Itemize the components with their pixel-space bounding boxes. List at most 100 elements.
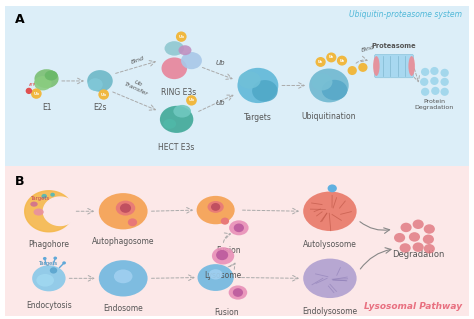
Text: Lysosome: Lysosome [204,271,242,280]
Text: Targets: Targets [31,196,50,201]
Text: Bind: Bind [131,56,146,65]
Circle shape [41,194,47,199]
Text: Ub: Ub [339,59,345,63]
Circle shape [431,87,439,95]
Text: Protein
Degradation: Protein Degradation [415,99,454,110]
Text: Lysosomal Pathway: Lysosomal Pathway [364,302,462,311]
Circle shape [412,242,424,252]
Ellipse shape [114,270,132,283]
Circle shape [421,88,429,96]
Ellipse shape [160,106,193,133]
Circle shape [233,288,243,297]
Circle shape [216,250,228,260]
Circle shape [326,52,337,63]
Ellipse shape [228,286,247,300]
Ellipse shape [322,80,347,100]
Ellipse shape [303,191,356,231]
Ellipse shape [116,201,135,216]
Circle shape [221,218,229,225]
Circle shape [120,204,131,213]
Circle shape [423,234,434,244]
Text: Ub
Transfer: Ub Transfer [123,76,151,97]
Text: HECT E3s: HECT E3s [158,143,195,152]
Circle shape [328,184,337,192]
FancyBboxPatch shape [1,164,472,319]
Ellipse shape [212,247,234,264]
Circle shape [176,32,187,42]
Circle shape [128,218,137,226]
Ellipse shape [99,193,147,229]
Text: Ubiquitination: Ubiquitination [302,112,356,121]
Circle shape [234,224,244,232]
Circle shape [43,257,46,260]
Text: Autolysosome: Autolysosome [303,240,357,249]
Ellipse shape [34,76,52,91]
Ellipse shape [34,209,44,216]
Text: Endocytosis: Endocytosis [26,301,72,310]
Text: Ubiquitin-proteasome system: Ubiquitin-proteasome system [349,10,462,19]
Ellipse shape [409,56,415,76]
Ellipse shape [30,202,38,207]
Ellipse shape [373,56,380,76]
Text: Autophagosome: Autophagosome [92,237,155,246]
Circle shape [440,69,449,77]
Ellipse shape [45,70,58,80]
Circle shape [50,193,55,197]
Ellipse shape [303,259,356,298]
Ellipse shape [179,45,191,55]
Text: Ub: Ub [329,56,334,59]
Circle shape [26,88,32,94]
Circle shape [62,261,66,264]
Circle shape [400,243,411,253]
Text: Ub: Ub [216,100,226,106]
Ellipse shape [252,80,278,102]
Ellipse shape [309,69,349,102]
Ellipse shape [35,69,59,88]
Ellipse shape [32,265,65,291]
Text: RING E3s: RING E3s [161,88,197,97]
Text: A: A [15,13,25,26]
Circle shape [186,95,197,106]
Circle shape [316,57,326,67]
Circle shape [50,267,57,274]
Ellipse shape [173,105,191,118]
Circle shape [337,56,347,66]
Text: Ub: Ub [318,60,323,64]
Ellipse shape [238,71,261,89]
Ellipse shape [181,52,202,69]
Circle shape [347,66,357,75]
Circle shape [412,219,424,229]
Text: Endosome: Endosome [103,304,143,313]
Text: Ub: Ub [216,60,226,66]
Circle shape [440,78,449,86]
Ellipse shape [87,70,113,92]
Ellipse shape [162,57,187,79]
Text: Bind: Bind [361,44,375,53]
Text: Fusion: Fusion [214,308,238,317]
Text: Ub: Ub [33,92,39,96]
Text: Ub: Ub [101,93,107,97]
Text: Ub: Ub [178,35,184,39]
Ellipse shape [311,73,332,91]
Text: Degradation: Degradation [392,250,444,259]
Polygon shape [25,191,73,232]
Circle shape [421,68,429,76]
Ellipse shape [208,201,224,213]
FancyBboxPatch shape [1,4,472,172]
Ellipse shape [197,196,235,224]
Circle shape [420,78,428,86]
Circle shape [424,224,435,234]
Circle shape [211,203,220,211]
Ellipse shape [198,264,234,291]
Text: Fusion: Fusion [216,246,241,255]
Text: ATP: ATP [29,84,36,87]
Text: Targets: Targets [244,113,272,122]
Circle shape [98,89,109,100]
Circle shape [401,223,411,232]
Circle shape [430,67,438,75]
Circle shape [424,244,435,254]
Circle shape [394,233,405,242]
Ellipse shape [229,220,248,235]
Polygon shape [43,197,77,226]
Circle shape [31,88,42,99]
